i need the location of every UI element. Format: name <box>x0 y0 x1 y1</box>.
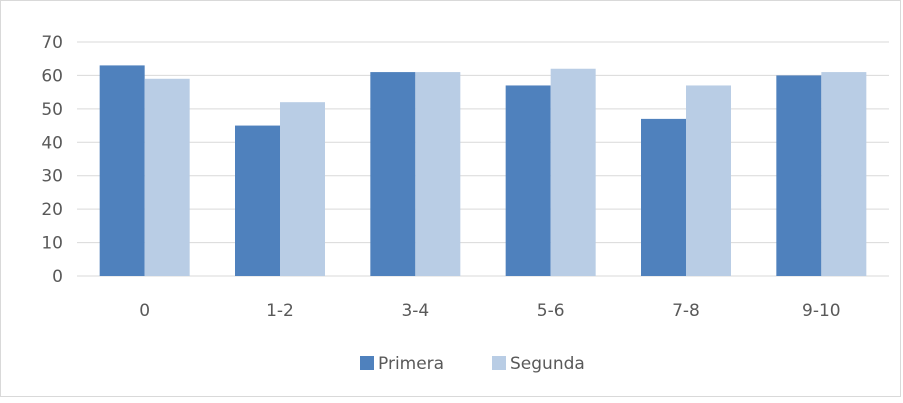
bar-segunda-9-10 <box>821 72 867 276</box>
bar-segunda-5-6 <box>550 68 596 276</box>
y-tick-label: 70 <box>41 33 63 53</box>
bars <box>99 65 867 277</box>
y-tick-label: 60 <box>41 66 63 86</box>
bar-primera-5-6 <box>505 85 551 276</box>
bar-segunda-1-2 <box>280 102 325 277</box>
bar-segunda-0 <box>144 78 190 277</box>
y-tick-label: 40 <box>41 133 63 153</box>
y-tick-label: 10 <box>41 234 63 254</box>
y-tick-label: 50 <box>41 100 63 120</box>
y-tick-label: 0 <box>52 267 63 287</box>
bar-segunda-7-8 <box>686 85 731 276</box>
x-axis-tick-labels: 0 1-2 3-4 5-6 7-8 9-10 <box>139 301 840 321</box>
legend: Primera Segunda <box>360 354 585 374</box>
y-axis-tick-labels: 0 10 20 30 40 50 60 70 <box>41 33 63 287</box>
x-tick-label: 5-6 <box>537 301 565 321</box>
legend-label-segunda: Segunda <box>510 354 585 374</box>
legend-swatch-segunda <box>492 356 506 370</box>
gridlines <box>77 41 889 277</box>
x-tick-label: 9-10 <box>802 301 841 321</box>
bar-primera-0 <box>99 65 145 277</box>
x-tick-label: 3-4 <box>401 301 429 321</box>
x-tick-label: 0 <box>139 301 150 321</box>
bar-primera-9-10 <box>776 75 822 276</box>
legend-swatch-primera <box>360 356 374 370</box>
bar-primera-7-8 <box>641 118 686 276</box>
x-tick-label: 1-2 <box>266 301 294 321</box>
y-tick-label: 20 <box>41 200 63 220</box>
bar-primera-3-4 <box>370 72 416 276</box>
y-tick-label: 30 <box>41 167 63 187</box>
legend-label-primera: Primera <box>378 354 444 374</box>
x-tick-label: 7-8 <box>672 301 700 321</box>
bar-segunda-3-4 <box>415 72 461 276</box>
bar-primera-1-2 <box>235 125 280 276</box>
